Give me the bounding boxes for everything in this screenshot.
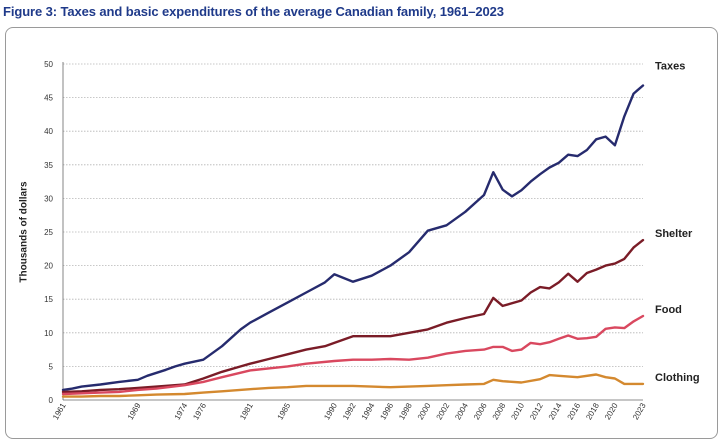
y-tick-label: 30 xyxy=(44,194,53,203)
series-label-shelter: Shelter xyxy=(655,228,693,240)
series-line-clothing xyxy=(61,373,645,398)
x-tick-label: 2012 xyxy=(528,401,545,421)
y-tick-label: 20 xyxy=(44,262,53,271)
x-tick-label: 2023 xyxy=(631,401,648,421)
y-axis-ticks: 0 5 10 15 20 25 30 35 40 45 50 xyxy=(44,60,53,405)
series-line-food xyxy=(61,314,645,396)
x-axis-ticks: 1961 1969 1974 1976 1981 1985 1990 1992 1994 1996… xyxy=(51,401,648,421)
chart-frame xyxy=(5,27,718,439)
x-tick-label: 2010 xyxy=(509,401,526,421)
x-tick-label: 1981 xyxy=(238,401,255,421)
x-tick-label: 2002 xyxy=(435,401,452,421)
series-line-shelter xyxy=(61,238,645,394)
x-tick-label: 1992 xyxy=(341,401,358,421)
x-tick-label: 2016 xyxy=(566,401,583,421)
x-tick-label: 1969 xyxy=(126,401,143,421)
y-tick-label: 5 xyxy=(49,362,54,371)
series-label-clothing: Clothing xyxy=(655,372,700,384)
gridlines xyxy=(63,63,643,367)
x-tick-label: 1976 xyxy=(191,401,208,421)
x-tick-label: 2014 xyxy=(547,401,564,421)
series-label-taxes: Taxes xyxy=(655,61,685,73)
x-tick-label: 1990 xyxy=(322,401,339,421)
series-label-food: Food xyxy=(655,304,682,316)
series-labels: Taxes Shelter Food Clothing xyxy=(655,61,700,384)
series-line-taxes xyxy=(61,84,645,392)
y-tick-label: 45 xyxy=(44,94,53,103)
series-lines xyxy=(61,84,645,398)
x-tick-label: 2020 xyxy=(603,401,620,421)
y-tick-label: 40 xyxy=(44,127,53,136)
y-tick-label: 10 xyxy=(44,329,53,338)
y-tick-label: 15 xyxy=(44,295,53,304)
y-tick-label: 0 xyxy=(49,396,54,405)
x-tick-label: 1996 xyxy=(378,401,395,421)
y-tick-label: 35 xyxy=(44,161,53,170)
x-tick-label: 2008 xyxy=(491,401,508,421)
x-tick-label: 2006 xyxy=(472,401,489,421)
x-tick-label: 1961 xyxy=(51,401,68,421)
x-tick-label: 1974 xyxy=(173,401,190,421)
y-tick-label: 25 xyxy=(44,228,53,237)
axes xyxy=(62,62,643,401)
x-tick-label: 1985 xyxy=(276,401,293,421)
x-tick-label: 1994 xyxy=(360,401,377,421)
y-tick-label: 50 xyxy=(44,60,53,69)
x-tick-label: 2004 xyxy=(453,401,470,421)
x-tick-label: 2000 xyxy=(416,401,433,421)
x-tick-label: 1998 xyxy=(397,401,414,421)
x-tick-label: 2018 xyxy=(584,401,601,421)
figure-title: Figure 3: Taxes and basic expenditures o… xyxy=(3,4,504,19)
